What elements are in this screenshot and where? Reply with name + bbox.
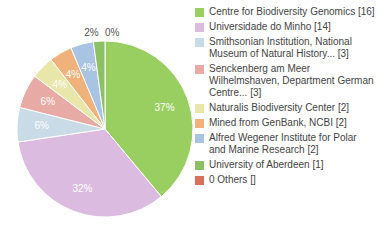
html-text:Mined from GenBank, NCBI [2]: Mined from GenBank, NCBI [2]	[209, 117, 347, 128]
svg-text:4%: 4%	[81, 62, 96, 73]
html-text:Senckenberg am Meer Wilhelmsha: Senckenberg am Meer Wilhelmshaven, Depar…	[209, 63, 374, 98]
html-text:Alfred Wegener Institute for P: Alfred Wegener Institute for Polar and M…	[209, 132, 357, 155]
html-text:University of Aberdeen [1]: University of Aberdeen [1]	[209, 159, 324, 170]
html-text:0 Others []: 0 Others []	[209, 174, 256, 185]
html-text:Universidade do Minho [14]: Universidade do Minho [14]	[209, 21, 331, 32]
svg-text:37%: 37%	[155, 102, 175, 113]
html-text:Smithsonian Institution, Natio: Smithsonian Institution, National Museum…	[209, 36, 352, 59]
svg-text:0%: 0%	[105, 27, 120, 38]
svg-text:32%: 32%	[72, 183, 92, 194]
html-text:Naturalis Biodiversity Center: Naturalis Biodiversity Center [2]	[209, 102, 350, 113]
svg-text:6%: 6%	[41, 96, 56, 107]
html-text:Centre for Biodiversity Genomi: Centre for Biodiversity Genomics [16]	[209, 6, 375, 17]
svg-text:4%: 4%	[66, 69, 81, 80]
svg-text:2%: 2%	[84, 27, 99, 38]
svg-text:4%: 4%	[53, 79, 68, 90]
svg-text:6%: 6%	[34, 120, 49, 131]
